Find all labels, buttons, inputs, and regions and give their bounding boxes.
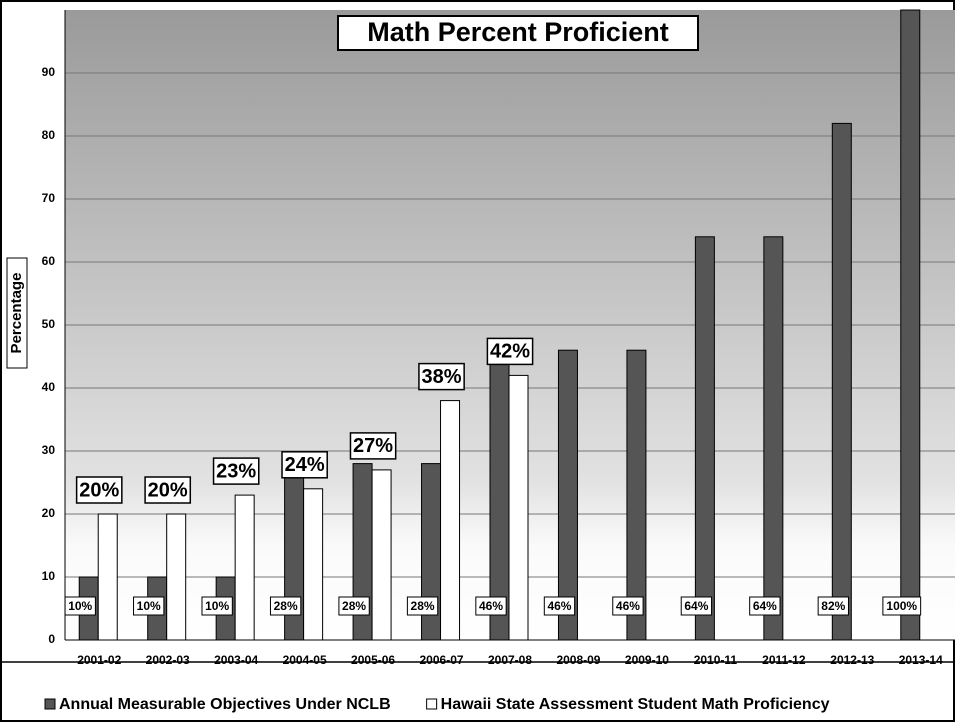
bar	[234, 494, 255, 641]
x-tick-label: 2003-04	[214, 653, 258, 667]
bar	[166, 513, 187, 641]
value-label-box	[212, 457, 260, 485]
x-tick-label: 2002-03	[146, 653, 190, 667]
y-label-box	[6, 257, 28, 369]
bar	[763, 236, 784, 641]
bar	[557, 349, 578, 641]
x-tick-label: 2005-06	[351, 653, 395, 667]
value-label-box	[201, 596, 233, 616]
value-label: 64%	[684, 599, 708, 613]
x-tick-label: 2010-11	[694, 653, 738, 667]
value-label: 23%	[216, 460, 256, 482]
value-label-box	[133, 596, 165, 616]
value-label-box	[338, 596, 370, 616]
x-tick-label: 2004-05	[283, 653, 327, 667]
value-label: 28%	[274, 599, 298, 613]
value-label-box	[749, 596, 781, 616]
y-tick-label: 20	[42, 506, 56, 520]
value-label: 28%	[342, 599, 366, 613]
y-tick-label: 30	[42, 443, 56, 457]
x-tick-label: 2012-13	[830, 653, 874, 667]
value-label-box	[144, 476, 192, 504]
x-tick-label: 2008-09	[556, 653, 600, 667]
value-label-box	[817, 596, 849, 616]
x-tick-label: 2007-08	[488, 653, 532, 667]
y-tick-label: 60	[42, 254, 56, 268]
legend-swatch	[426, 698, 438, 710]
value-label-box	[349, 432, 397, 460]
bar	[900, 9, 921, 641]
y-tick-label: 50	[42, 317, 56, 331]
title-box	[337, 15, 699, 51]
y-tick-label: 70	[42, 191, 56, 205]
value-label-box	[64, 596, 96, 616]
x-tick-label: 2009-10	[625, 653, 669, 667]
bar	[97, 513, 118, 641]
value-label: 10%	[68, 599, 92, 613]
y-tick-label: 0	[48, 632, 55, 646]
value-label: 100%	[886, 599, 917, 613]
value-label-box	[269, 596, 302, 616]
value-label-box	[406, 596, 439, 616]
legend-swatch	[44, 698, 56, 710]
value-label: 42%	[490, 341, 530, 363]
value-label-box	[75, 476, 123, 504]
value-label-box	[543, 596, 576, 616]
y-tick-label: 10	[42, 569, 56, 583]
value-label: 27%	[353, 435, 393, 457]
value-label: 38%	[422, 366, 462, 388]
value-label: 10%	[137, 599, 161, 613]
value-label: 46%	[616, 599, 640, 613]
x-tick-label: 2006-07	[420, 653, 464, 667]
bar	[371, 469, 392, 641]
x-tick-label: 2011-12	[762, 653, 806, 667]
value-label-box	[486, 337, 534, 366]
value-label-box	[418, 362, 465, 391]
value-label: 82%	[821, 599, 845, 613]
bar	[303, 488, 324, 641]
value-label: 46%	[479, 599, 503, 613]
bar	[508, 374, 529, 641]
bar	[694, 236, 715, 641]
chart-title: Math Percent Proficient	[367, 17, 669, 47]
bar	[440, 400, 461, 641]
value-label-box	[281, 451, 328, 479]
y-tick-label: 40	[42, 380, 56, 394]
legend-label: Annual Measurable Objectives Under NCLB	[59, 696, 391, 713]
value-label: 20%	[79, 479, 119, 501]
y-tick-label: 80	[42, 128, 56, 142]
value-label-box	[680, 596, 713, 616]
value-label: 46%	[547, 599, 571, 613]
value-label: 24%	[285, 454, 325, 476]
legend-label: Hawaii State Assessment Student Math Pro…	[441, 696, 830, 713]
value-label: 64%	[753, 599, 777, 613]
x-tick-label: 2013-14	[899, 653, 943, 667]
bar	[831, 122, 852, 641]
bar	[626, 349, 647, 641]
x-tick-label: 2001-02	[77, 653, 121, 667]
value-label-box	[475, 596, 507, 616]
value-label-box	[612, 596, 644, 616]
y-axis-label: Percentage	[8, 273, 25, 354]
value-label: 20%	[148, 479, 188, 501]
value-label-box	[882, 596, 922, 616]
value-label: 10%	[205, 599, 229, 613]
y-tick-label: 90	[42, 65, 56, 79]
value-label: 28%	[411, 599, 435, 613]
